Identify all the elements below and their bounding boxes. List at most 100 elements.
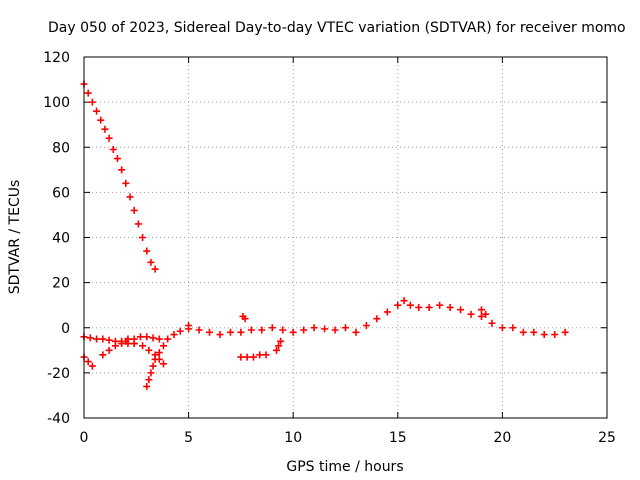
data-point <box>118 166 126 174</box>
data-point <box>262 351 270 359</box>
data-point <box>130 206 138 214</box>
grid <box>84 57 607 418</box>
y-tick-label: -20 <box>47 366 70 382</box>
plot-frame <box>83 56 608 419</box>
data-point <box>383 308 391 316</box>
data-point <box>151 351 159 359</box>
data-point <box>105 134 113 142</box>
data-point <box>394 301 402 309</box>
data-point <box>275 342 283 350</box>
data-point <box>88 362 96 370</box>
x-tick-label: 20 <box>493 430 511 446</box>
data-point <box>118 340 126 348</box>
data-point <box>109 146 117 154</box>
data-point <box>488 319 496 327</box>
data-point <box>310 324 318 332</box>
data-point <box>155 335 163 343</box>
y-tick-label: -40 <box>47 411 70 427</box>
data-point <box>321 325 329 333</box>
data-point <box>139 342 147 350</box>
data-point <box>159 360 167 368</box>
data-point <box>84 89 92 97</box>
data-point <box>126 193 134 201</box>
data-point <box>105 336 113 344</box>
x-tick-label: 15 <box>389 430 407 446</box>
data-point <box>352 328 360 336</box>
data-point <box>149 362 157 370</box>
data-point <box>84 358 92 366</box>
data-point <box>143 247 151 255</box>
data-point <box>134 220 142 228</box>
data-point <box>145 376 153 384</box>
data-point <box>237 353 245 361</box>
data-point <box>139 234 147 241</box>
data-point <box>149 334 157 342</box>
data-point <box>241 315 249 323</box>
data-point <box>164 335 172 343</box>
data-point <box>113 155 121 163</box>
series-central-near-zero-track <box>185 297 569 339</box>
data-point <box>467 310 475 318</box>
data-point <box>540 331 548 339</box>
data-point <box>258 326 266 334</box>
data-point <box>551 331 559 339</box>
x-tick-label: 0 <box>80 430 89 446</box>
data-point <box>130 340 138 348</box>
chart-title: Day 050 of 2023, Sidereal Day-to-day VTE… <box>48 20 626 36</box>
data-point <box>530 328 538 336</box>
y-tick-label: 40 <box>52 231 70 247</box>
data-point <box>425 303 433 311</box>
data-point <box>415 303 423 311</box>
x-tick-label: 5 <box>184 430 193 446</box>
data-point <box>195 326 203 334</box>
data-point <box>99 351 107 359</box>
data-point <box>243 353 251 361</box>
series-early-lower-branch <box>80 340 138 370</box>
data-point <box>143 333 151 341</box>
data-point <box>498 324 506 332</box>
data-point <box>145 346 153 354</box>
y-tick-label: 60 <box>52 185 70 201</box>
y-tick-label: 0 <box>61 321 70 337</box>
data-point <box>88 98 96 106</box>
data-point <box>446 303 454 311</box>
data-point <box>289 328 297 336</box>
y-axis-title: SDTVAR / TECUs <box>7 180 23 295</box>
data-point <box>436 301 444 309</box>
data-point <box>176 327 184 335</box>
data-point <box>143 382 151 390</box>
data-point <box>226 328 234 336</box>
y-tick-label: 20 <box>52 276 70 292</box>
data-point <box>279 326 287 334</box>
data-point <box>277 337 285 345</box>
data-point <box>155 355 163 363</box>
data-point <box>93 107 101 115</box>
data-point <box>99 335 107 343</box>
data-point <box>477 306 485 314</box>
data-point <box>406 301 414 309</box>
data-point <box>206 328 214 336</box>
data-point <box>237 328 245 336</box>
data-point <box>249 353 257 361</box>
data-point <box>561 328 569 336</box>
x-tick-label: 25 <box>598 430 616 446</box>
x-axis-title: GPS time / hours <box>286 459 403 475</box>
data-point <box>256 351 264 359</box>
y-tick-label: 120 <box>43 50 70 66</box>
tick-labels: 0 5 10 15 20 25 -40 -20 0 20 40 60 80 100 120 <box>43 50 616 446</box>
data-point <box>170 331 178 339</box>
y-tick-label: 100 <box>43 95 70 111</box>
data-point <box>101 125 109 133</box>
data-point <box>147 369 155 377</box>
data-point <box>111 342 119 350</box>
data-point <box>482 310 490 318</box>
data-point <box>185 321 193 329</box>
data-points <box>80 80 569 390</box>
x-tick-label: 10 <box>284 430 302 446</box>
series-converging-branch <box>122 337 167 368</box>
data-point <box>342 324 349 332</box>
data-point <box>268 324 276 332</box>
data-point <box>136 333 144 341</box>
